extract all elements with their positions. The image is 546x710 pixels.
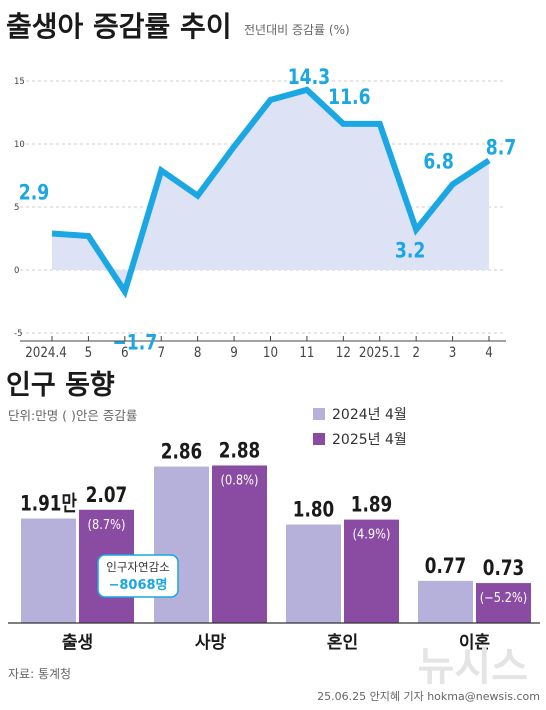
bar-change-label: (4.9%) (353, 527, 391, 542)
line-chart-title: 출생아 증감률 추이 (6, 10, 232, 43)
line-data-label: 8.7 (486, 135, 516, 160)
category-label: 사망 (195, 633, 227, 653)
y-tick-label: -5 (14, 329, 22, 339)
source-note: 자료: 통계청 (8, 667, 71, 681)
category-label: 출생 (62, 633, 93, 653)
bar (344, 519, 399, 623)
line-data-label: 14.3 (288, 64, 330, 89)
bar (21, 518, 76, 623)
bar (418, 580, 473, 623)
legend-label: 2024년 4월 (332, 407, 407, 423)
bar (476, 583, 531, 623)
bar-change-label: (−5.2%) (480, 590, 528, 605)
bar-value-label: 2.07 (86, 483, 127, 507)
bar-value-label: 1.80 (293, 498, 334, 522)
bar-value-label: 2.86 (161, 440, 202, 464)
x-tick-label: 10 (263, 345, 278, 361)
bar (286, 524, 341, 623)
x-tick-label: 5 (85, 345, 93, 361)
x-tick-label: 2025.1 (359, 345, 401, 361)
callout-label: 인구자연감소 (106, 560, 169, 574)
category-label: 혼인 (327, 632, 358, 653)
line-data-label: 6.8 (423, 149, 453, 174)
y-tick-label: 15 (14, 77, 25, 87)
line-data-label: 2.9 (19, 180, 49, 205)
legend-swatch (313, 408, 325, 420)
y-tick-label: 5 (14, 203, 19, 213)
line-chart-subtitle: 전년대비 증감률 (%) (244, 23, 350, 37)
callout-value: −8068명 (108, 577, 167, 593)
bar-value-label: 1.91만 (20, 492, 77, 516)
y-tick-label: 0 (14, 266, 19, 276)
bar-change-label: (0.8%) (221, 473, 259, 488)
x-tick-label: 6 (121, 345, 129, 361)
category-label: 이혼 (459, 632, 491, 653)
bar-value-label: 0.77 (425, 554, 466, 578)
x-tick-label: 9 (230, 345, 238, 361)
line-data-label: 3.2 (395, 238, 425, 263)
bar-change-label: (8.7%) (88, 517, 126, 532)
bar (212, 465, 267, 623)
x-tick-label: 2024.4 (25, 345, 67, 361)
x-tick-label: 8 (194, 345, 202, 361)
y-tick-label: 10 (14, 140, 25, 150)
bar-value-label: 1.89 (351, 493, 392, 517)
bar-chart-title: 인구 동향 (6, 370, 115, 401)
bar (154, 466, 209, 623)
bar-value-label: 2.88 (219, 439, 260, 463)
legend-swatch (313, 433, 325, 445)
x-tick-label: 3 (449, 345, 457, 361)
x-tick-label: 12 (336, 345, 351, 361)
x-tick-label: 4 (485, 345, 493, 361)
x-tick-label: 2 (412, 345, 420, 361)
birth-rate-line (51, 86, 491, 299)
line-area-fill (52, 89, 489, 292)
natural-decrease-callout: 인구자연감소 −8068명 (97, 554, 179, 598)
unit-note: 단위:만명 ( )안은 증감률 (8, 408, 137, 423)
x-tick-label: 11 (299, 345, 314, 361)
line-data-label: 11.6 (328, 84, 370, 109)
line-data-label: −1.7 (112, 330, 157, 355)
credit-line: 25.06.25 안지혜 기자 hokma@newsis.com (317, 690, 540, 703)
legend-label: 2025년 4월 (332, 432, 407, 448)
bar-value-label: 0.73 (483, 556, 524, 580)
x-tick-label: 7 (157, 345, 165, 361)
newsis-watermark: 뉴시스 (418, 644, 528, 690)
